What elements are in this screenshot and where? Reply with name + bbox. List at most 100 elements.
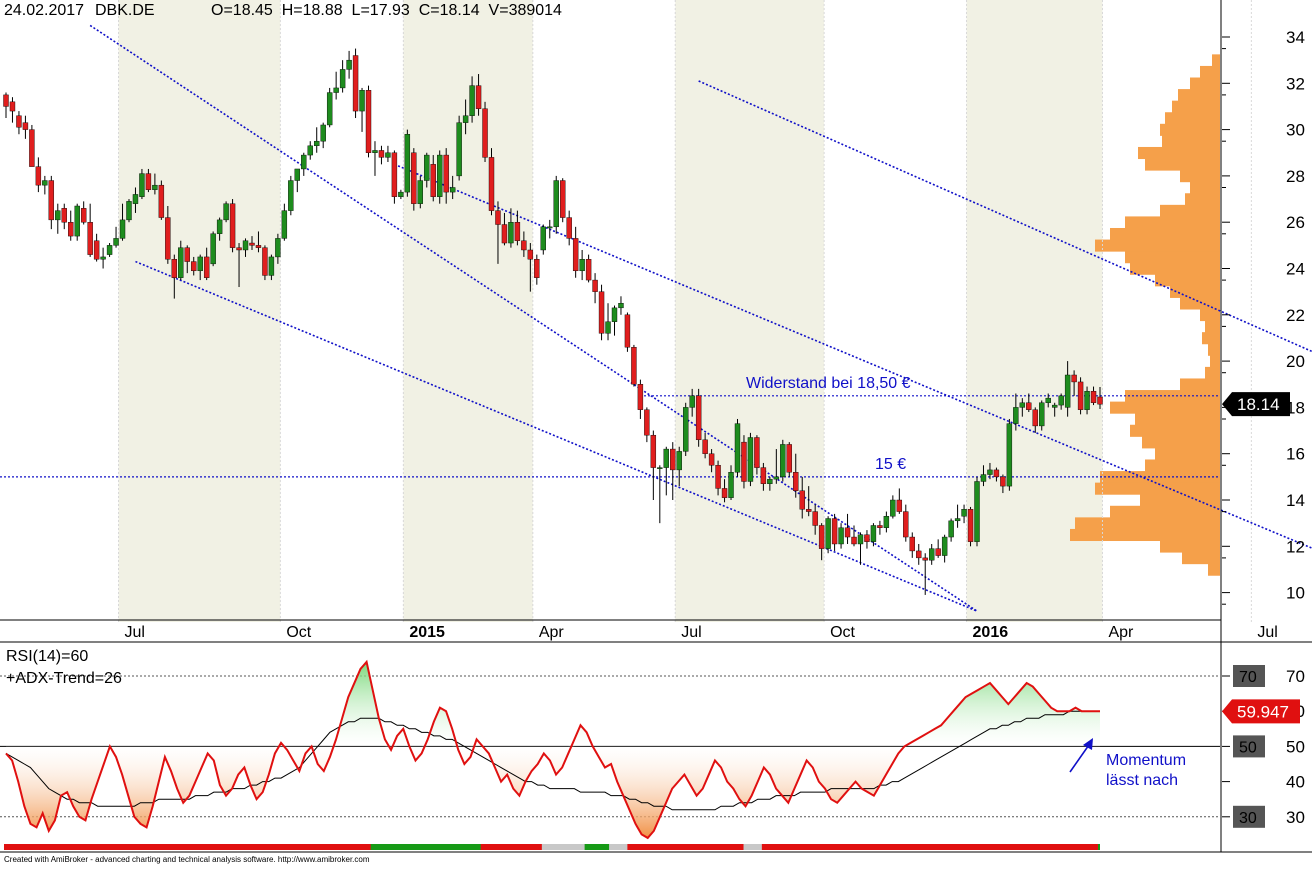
candle-up	[333, 87, 339, 93]
candle-up	[825, 518, 831, 549]
candle-down	[29, 129, 35, 167]
volume-profile-bin	[1145, 158, 1220, 171]
price-tick-label: 14	[1286, 491, 1305, 510]
last-price-badge	[1222, 392, 1290, 417]
time-axis: JulOct2015AprJulOct2016AprJulOct2017	[125, 624, 1278, 641]
candle-down	[844, 527, 851, 538]
volume-profile-bin	[1110, 401, 1220, 414]
rsi-tick-label: 40	[1286, 773, 1305, 792]
rsi-overbought-fill	[6, 661, 1100, 747]
candle-up	[346, 59, 352, 70]
candle-down	[896, 499, 903, 512]
candle-up	[728, 472, 734, 498]
candle-up	[417, 180, 423, 204]
candle-up	[449, 187, 456, 193]
rsi-oversold-fill	[6, 746, 1100, 838]
candle-down	[93, 240, 100, 260]
volume-profile-bin	[1095, 239, 1220, 252]
volume-profile-bin	[1110, 227, 1220, 241]
volume-profile-bin	[1208, 563, 1220, 576]
resistance-annotation: Widerstand bei 18,50 €	[746, 375, 911, 392]
trend-bar-segment	[370, 844, 485, 850]
momentum-annotation-line2: lässt nach	[1106, 772, 1178, 789]
candle-up	[1051, 404, 1058, 408]
price-axis: 10 12 14 16 18 20 22 24 26 28 30 32 34 18.14	[1222, 28, 1305, 605]
volume-profile-bin	[1095, 482, 1220, 495]
volume-profile-bin	[1135, 413, 1220, 426]
candle-down	[411, 152, 417, 204]
candle-up	[1039, 402, 1045, 427]
candle-down	[521, 240, 527, 251]
candle-down	[80, 208, 87, 223]
candles	[3, 48, 1103, 595]
candle-up	[734, 423, 741, 473]
candle-down	[35, 166, 42, 186]
last-rsi-badge	[1222, 699, 1300, 724]
volume-profile-bin	[1178, 89, 1220, 102]
candle-down	[935, 548, 941, 556]
time-axis-label: Apr	[1108, 624, 1134, 641]
candle-up	[42, 180, 48, 186]
volume-profile-bin	[1160, 204, 1220, 217]
time-axis-label: 2015	[409, 624, 445, 641]
price-tick-label: 34	[1286, 28, 1305, 47]
support-annotation: 15 €	[875, 456, 906, 473]
candle-up	[314, 140, 320, 147]
trend-channel-line	[89, 24, 978, 612]
candle-down	[702, 439, 708, 454]
candle-down	[191, 261, 197, 272]
candle-down	[534, 259, 540, 278]
candle-up	[1058, 395, 1064, 406]
volume-profile-bin	[1185, 193, 1220, 206]
candle-up	[456, 122, 462, 177]
quarter-band	[675, 0, 825, 622]
candle-down	[631, 347, 637, 385]
candle-up	[106, 245, 113, 255]
candle-up	[462, 115, 469, 123]
candle-down	[262, 247, 268, 276]
price-tick-label: 12	[1286, 537, 1305, 556]
volume-profile-bin	[1180, 297, 1220, 310]
candle-down	[566, 217, 572, 239]
candle-up	[689, 395, 695, 408]
candle-up	[683, 407, 689, 452]
candle-down	[87, 221, 93, 255]
trend-bar-segment	[609, 844, 632, 850]
candle-down	[670, 448, 676, 471]
candle-up	[579, 259, 585, 272]
candle-up	[1064, 374, 1071, 408]
candle-up	[320, 124, 326, 142]
candle-up	[508, 221, 514, 244]
candle-up	[216, 219, 223, 234]
candle-down	[818, 525, 825, 549]
candle-down	[877, 525, 883, 528]
candle-up	[132, 194, 139, 204]
volume-profile-bin	[1190, 77, 1220, 90]
candle-up	[404, 134, 411, 193]
candle-down	[637, 384, 644, 410]
volume-profile-bin	[1180, 170, 1220, 183]
candle-up	[398, 191, 404, 197]
candle-down	[443, 154, 449, 193]
volume-profile-bin	[1070, 528, 1220, 542]
trend-bar-segment	[1098, 844, 1100, 850]
candle-up	[275, 238, 281, 258]
candle-down	[864, 534, 870, 542]
volume-profile-bin	[1110, 505, 1220, 518]
adx-line	[5, 710, 1100, 811]
price-tick-label: 18	[1286, 398, 1305, 417]
candle-down	[482, 108, 488, 158]
candle-down	[229, 203, 236, 248]
price-tick-label: 16	[1286, 445, 1305, 464]
candle-down	[909, 536, 915, 552]
candle-down	[754, 437, 760, 468]
candle-down	[203, 256, 210, 278]
candle-down	[430, 164, 436, 197]
volume-profile-bin	[1155, 447, 1220, 460]
candle-down	[171, 259, 178, 278]
candle-up	[281, 210, 288, 239]
volume-profile	[1070, 54, 1220, 576]
candle-up	[100, 256, 106, 260]
time-axis-label: Jul	[125, 624, 145, 641]
